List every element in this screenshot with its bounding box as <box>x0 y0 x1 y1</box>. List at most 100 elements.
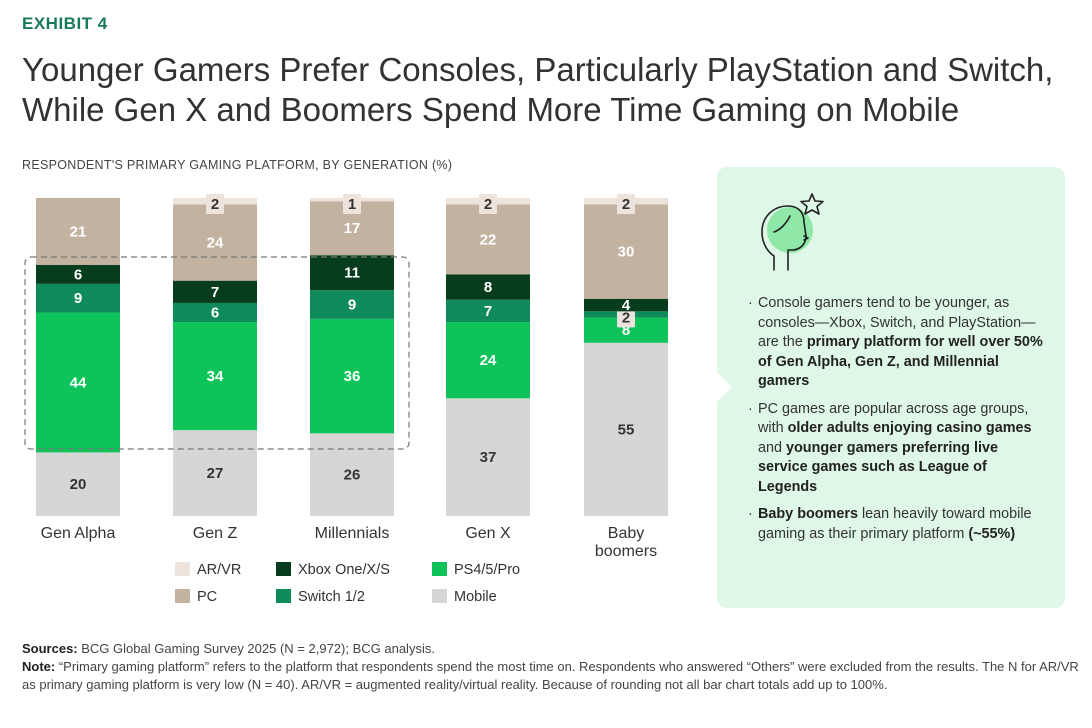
bar-segment-switch-1-2 <box>173 302 257 323</box>
note-label: Note: <box>22 659 56 674</box>
category-label: boomers <box>595 543 657 560</box>
bar-segment-mobile <box>36 452 120 516</box>
legend-swatch <box>175 589 190 603</box>
data-label: 24 <box>207 235 224 252</box>
bullet-run: and <box>758 439 787 456</box>
bar-segment-xbox-one-x-s <box>446 274 530 300</box>
bar-segment-ps4-5-pro <box>446 322 530 399</box>
data-label: 9 <box>348 297 356 314</box>
data-label: 44 <box>70 374 87 391</box>
data-label: 2 <box>211 196 219 213</box>
bullet-emphasis: Baby boomers <box>758 506 858 522</box>
legend-label: PS4/5/Pro <box>454 562 520 578</box>
data-label: 55 <box>618 421 635 438</box>
data-label: 30 <box>618 244 635 261</box>
data-label: 1 <box>348 196 356 213</box>
bar-segment-switch-1-2 <box>446 299 530 323</box>
data-label: 6 <box>211 304 219 321</box>
category-label: Baby <box>608 525 644 542</box>
bullet-emphasis: older adults enjoying casino games <box>787 420 1032 436</box>
data-label: 6 <box>74 266 82 283</box>
bar-segment-switch-1-2 <box>310 290 394 319</box>
data-label: 8 <box>622 322 630 339</box>
panel-pointer <box>717 372 732 402</box>
bar-segment-mobile <box>584 342 668 516</box>
category-label: Gen Z <box>193 525 238 542</box>
small-value-box <box>206 194 224 214</box>
legend-swatch <box>276 562 291 576</box>
data-label: 7 <box>211 284 219 301</box>
small-value-box <box>617 307 635 328</box>
bullet-run: lean heavily toward mobile gaming as the… <box>758 506 1032 542</box>
bullet-text: PC games are popular across age groups, … <box>758 401 1032 495</box>
sources-text: BCG Global Gaming Survey 2025 (N = 2,972… <box>77 641 435 656</box>
small-value-box <box>617 194 635 214</box>
sources-note: Sources: BCG Global Gaming Survey 2025 (… <box>22 640 1082 694</box>
bar-segment-xbox-one-x-s <box>310 255 394 291</box>
bar-segment-xbox-one-x-s <box>36 264 120 284</box>
bar-segment-ps4-5-pro <box>173 322 257 431</box>
bullet-emphasis: younger gamers preferring live service g… <box>758 439 998 495</box>
bullet-item: · PC games are popular across age groups,… <box>748 400 1032 495</box>
legend-label: Xbox One/X/S <box>298 562 390 578</box>
legend-label: PC <box>197 589 217 605</box>
data-label: 21 <box>70 223 87 240</box>
chart-subtitle: RESPONDENT'S PRIMARY GAMING PLATFORM, BY… <box>22 158 453 172</box>
category-label: Gen Alpha <box>41 525 116 542</box>
small-value-box <box>479 194 497 214</box>
data-label: 34 <box>207 368 224 385</box>
data-label: 24 <box>480 352 497 369</box>
bullet-item: · Baby boomers lean heavily toward mobile… <box>748 506 1032 542</box>
data-label: 2 <box>484 196 492 213</box>
gamer-star-icon <box>761 193 824 271</box>
data-label: 2 <box>622 309 630 326</box>
data-label: 37 <box>480 449 497 466</box>
data-label: 17 <box>344 220 361 237</box>
small-value-box <box>343 194 361 214</box>
exhibit-label: EXHIBIT 4 <box>22 14 108 33</box>
bar-segment-pc <box>173 204 257 281</box>
legend-label: AR/VR <box>197 562 241 578</box>
sources-label: Sources: <box>22 641 78 656</box>
bar-segment-ps4-5-pro <box>310 318 394 434</box>
data-label: 20 <box>70 476 87 493</box>
data-label: 2 <box>622 196 630 213</box>
data-label: 11 <box>344 265 360 282</box>
data-label: 26 <box>344 467 361 484</box>
bullet-text: Baby boomers lean heavily toward mobile … <box>758 506 1032 542</box>
console-highlight-box <box>24 256 410 450</box>
bar-segment-pc <box>446 204 530 275</box>
category-label: Millennials <box>315 525 390 542</box>
data-label: 36 <box>344 368 361 385</box>
legend-swatch <box>276 589 291 603</box>
bar-segment-ps4-5-pro <box>36 312 120 453</box>
bullet-emphasis: (~55%) <box>968 525 1016 542</box>
bar-segment-xbox-one-x-s <box>584 298 668 312</box>
bar-segment-pc <box>36 198 120 265</box>
page-title: Younger Gamers Prefer Consoles, Particul… <box>22 51 1054 128</box>
legend-label: Mobile <box>454 589 497 605</box>
bar-segment-mobile <box>310 433 394 516</box>
legend-label: Switch 1/2 <box>298 589 365 605</box>
data-label: 27 <box>207 465 224 482</box>
bar-segment-pc <box>584 204 668 299</box>
data-label: 22 <box>480 231 497 248</box>
legend-swatch <box>175 562 190 576</box>
bullet-run: PC games are popular across age groups, … <box>758 400 1029 437</box>
legend-swatch <box>432 589 447 603</box>
bar-segment-switch-1-2 <box>36 283 120 313</box>
note-text: “Primary gaming platform” refers to the … <box>22 659 1079 692</box>
legend-swatch <box>432 562 447 576</box>
bullet-emphasis: primary platform for well over 50% of Ge… <box>758 334 1043 389</box>
bar-segment-xbox-one-x-s <box>173 280 257 303</box>
data-label: 8 <box>484 279 492 296</box>
bar-segment-mobile <box>173 430 257 516</box>
data-label: 4 <box>622 297 631 314</box>
data-label: 9 <box>74 290 82 307</box>
data-label: 7 <box>484 303 492 320</box>
bullet-run: Console gamers tend to be younger, as co… <box>758 295 1036 350</box>
bar-segment-mobile <box>446 398 530 516</box>
insight-bullets: · Console gamers tend to be younger, as c… <box>748 294 1048 552</box>
bullet-text: Console gamers tend to be younger, as co… <box>758 295 1043 389</box>
